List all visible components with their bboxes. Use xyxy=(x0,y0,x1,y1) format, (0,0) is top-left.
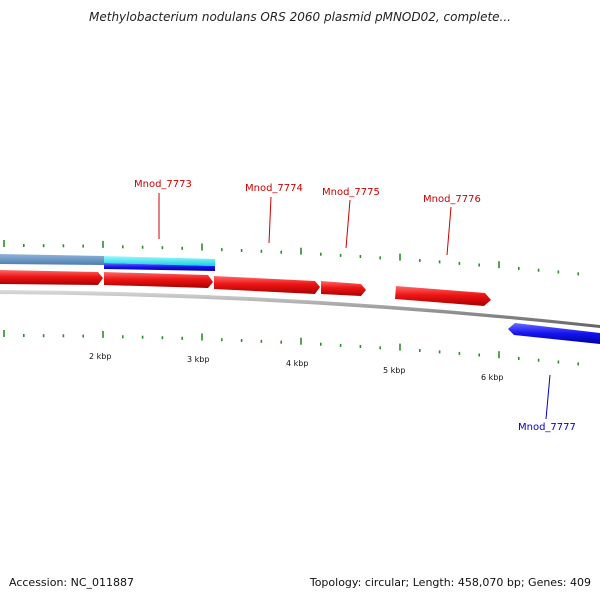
topology-summary: Topology: circular; Length: 458,070 bp; … xyxy=(309,576,591,589)
axis-label-3kbp: 3 kbp xyxy=(187,355,209,364)
axis-label-2kbp: 2 kbp xyxy=(89,352,111,361)
gene-arrow-mnod-7773[interactable] xyxy=(104,272,213,288)
map-title: Methylobacterium nodulans ORS 2060 plasm… xyxy=(89,10,511,24)
gene-label-mnod-7776[interactable]: Mnod_7776 xyxy=(423,194,481,205)
gene-arrow-mnod-7772[interactable] xyxy=(0,270,103,285)
gene-arrow-mnod-7775[interactable] xyxy=(321,281,366,296)
leader-line-mnod-7775 xyxy=(345,199,351,249)
axis-label-5kbp: 5 kbp xyxy=(383,366,405,375)
forward-gene-track xyxy=(0,270,491,306)
feature-bar-steel[interactable] xyxy=(0,254,104,265)
leader-line-mnod-7774 xyxy=(268,196,272,244)
leader-line-mnod-7776 xyxy=(446,206,452,256)
axis-label-6kbp: 6 kbp xyxy=(481,373,503,382)
upper-tick-row xyxy=(3,240,580,276)
upper-feature-track xyxy=(0,254,215,271)
gene-label-mnod-7773[interactable]: Mnod_7773 xyxy=(134,179,192,190)
gene-arrow-mnod-7777[interactable] xyxy=(508,323,600,344)
gene-arrow-mnod-7774[interactable] xyxy=(214,276,320,294)
gene-label-mnod-7777[interactable]: Mnod_7777 xyxy=(518,422,576,433)
accession-text: Accession: NC_011887 xyxy=(9,576,135,589)
axis-labels: 2 kbp 3 kbp 4 kbp 5 kbp 6 kbp xyxy=(89,352,503,382)
gene-labels: Mnod_7773 Mnod_7774 Mnod_7775 Mnod_7776 … xyxy=(134,179,576,433)
feature-bar-cyan[interactable] xyxy=(104,256,215,266)
lower-tick-row xyxy=(3,330,580,366)
plasmid-backbone xyxy=(0,290,600,328)
gene-label-mnod-7774[interactable]: Mnod_7774 xyxy=(245,183,303,194)
axis-label-4kbp: 4 kbp xyxy=(286,359,308,368)
feature-bar-blue[interactable] xyxy=(104,263,215,271)
gene-label-mnod-7775[interactable]: Mnod_7775 xyxy=(322,187,380,198)
leader-line-mnod-7777 xyxy=(545,374,551,420)
gene-arrow-mnod-7776[interactable] xyxy=(395,286,491,306)
